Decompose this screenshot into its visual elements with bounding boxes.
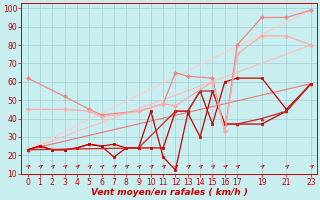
X-axis label: Vent moyen/en rafales ( km/h ): Vent moyen/en rafales ( km/h ) bbox=[91, 188, 248, 197]
